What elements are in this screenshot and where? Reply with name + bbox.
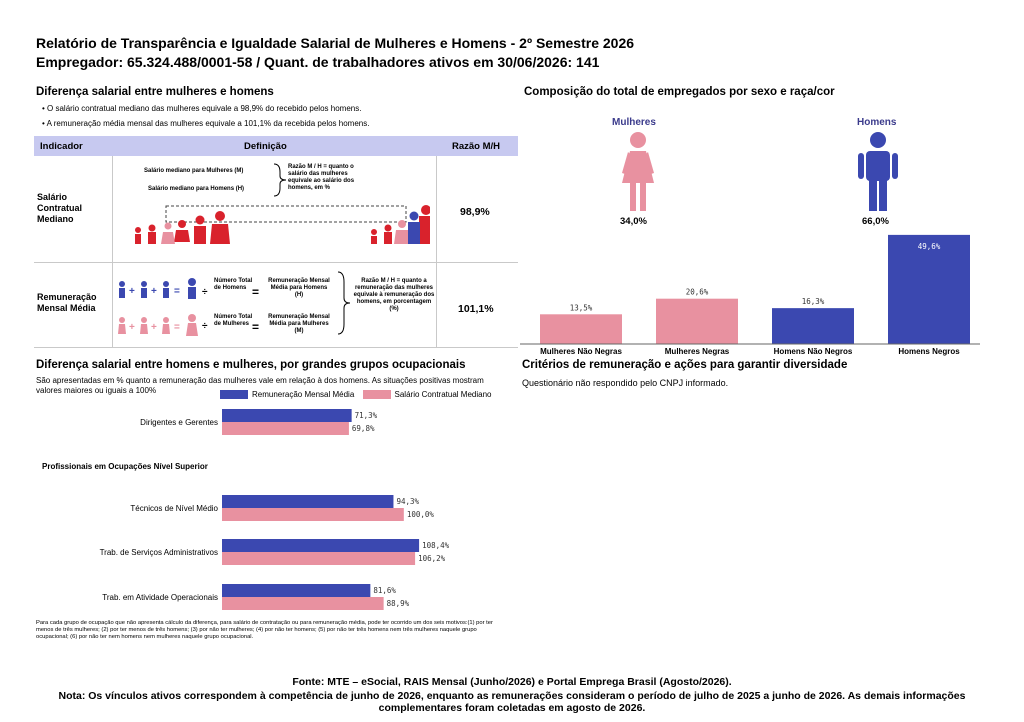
groups-description: São apresentadas em % quanto a remuneraç… xyxy=(36,376,484,395)
svg-text:=: = xyxy=(174,286,180,297)
svg-text:+: + xyxy=(129,286,135,297)
group-value-label: 71,3% xyxy=(355,411,378,420)
men-pct: 66,0% xyxy=(862,216,889,227)
employer-info: Empregador: 65.324.488/0001-58 / Quant. … xyxy=(36,54,600,70)
eq-sign-h: = xyxy=(252,285,260,299)
group-value-label: 100,0% xyxy=(407,510,435,519)
comp-value-label: 20,6% xyxy=(686,288,709,297)
group-value-label: 106,2% xyxy=(418,554,446,563)
def-salario-note: Razão M / H = quanto o salário das mulhe… xyxy=(288,164,355,191)
group-value-label: 88,9% xyxy=(387,599,410,608)
def-salario-h: Salário mediano para Homens (H) xyxy=(148,186,245,192)
indicator-table: Indicador Definição Razão M/H Salário Co… xyxy=(34,136,518,348)
group-bar xyxy=(222,495,394,508)
group-value-label: 81,6% xyxy=(373,586,396,595)
composition-chart: 13,5% Mulheres Não Negras 20,6% Mulheres Ne… xyxy=(520,234,980,356)
bullet-1: • O salário contratual mediano das mulhe… xyxy=(42,104,362,113)
def-salario-m: Salário mediano para Mulheres (M) xyxy=(144,168,244,174)
footer-source: Fonte: MTE – eSocial, RAIS Mensal (Junho… xyxy=(292,676,732,688)
man-icon xyxy=(858,132,898,211)
bullet-2: • A remuneração média mensal das mulhere… xyxy=(42,119,370,128)
comp-category-label: Mulheres Negras xyxy=(665,347,730,356)
group-bar xyxy=(222,584,371,597)
col-definition: Definição xyxy=(244,141,287,152)
def-rem-h: Remuneração Mensal Média para Homens (H) xyxy=(268,278,330,298)
legend: Remuneração Mensal Média Salário Contrat… xyxy=(220,390,491,400)
footer-note: Nota: Os vínculos ativos correspondem à … xyxy=(58,690,966,714)
men-label: Homens xyxy=(857,117,897,128)
eq-sign-m: = xyxy=(252,320,260,334)
svg-text:=: = xyxy=(174,322,180,333)
def-total-m: Número Total de Mulheres xyxy=(214,314,253,327)
svg-text:+: + xyxy=(151,286,157,297)
criteria-title: Critérios de remuneração e ações para ga… xyxy=(522,359,848,371)
row-label-salario: Salário Contratual Mediano xyxy=(37,192,82,224)
group-value-label: 108,4% xyxy=(422,541,450,550)
women-pct: 34,0% xyxy=(620,216,647,227)
woman-icon xyxy=(622,132,654,211)
group-bar xyxy=(222,552,416,565)
comp-bar xyxy=(888,234,970,344)
legend-rem: Remuneração Mensal Média xyxy=(252,390,355,399)
comp-bar xyxy=(656,298,738,344)
group-value-label: 94,3% xyxy=(396,497,419,506)
ratio-salario: 98,9% xyxy=(460,206,490,218)
group-category-label: Dirigentes e Gerentes xyxy=(140,418,218,427)
svg-text:+: + xyxy=(151,322,157,333)
def-rem-note: Razão M / H = quanto a remuneração das m… xyxy=(353,278,435,312)
comp-bar xyxy=(772,308,854,344)
col-indicator: Indicador xyxy=(40,141,83,152)
report-title: Relatório de Transparência e Igualdade S… xyxy=(36,35,635,51)
div-sign-h: ÷ xyxy=(202,287,208,298)
legend-swatch-rem xyxy=(220,390,248,400)
col-ratio: Razão M/H xyxy=(452,141,501,152)
group-category-label: Técnicos de Nível Médio xyxy=(130,504,218,513)
row-label-remuneracao: Remuneração Mensal Média xyxy=(37,292,97,313)
comp-value-label: 13,5% xyxy=(570,303,593,312)
comp-value-label: 49,6% xyxy=(918,242,941,251)
group-bar xyxy=(222,508,404,521)
groups-chart: Dirigentes e Gerentes 71,3% 69,8% Técnicos … xyxy=(100,409,450,610)
legend-sal: Salário Contratual Mediano xyxy=(394,390,492,399)
ratio-remuneracao: 101,1% xyxy=(458,303,494,315)
group-bar xyxy=(222,409,352,422)
comp-category-label: Mulheres Não Negras xyxy=(540,347,622,356)
def-rem-m: Remuneração Mensal Média para Mulheres (… xyxy=(268,314,330,334)
comp-value-label: 16,3% xyxy=(802,297,825,306)
comp-category-label: Homens Negros xyxy=(898,347,960,356)
group-value-label: 69,8% xyxy=(352,424,375,433)
comp-category-label: Homens Não Negros xyxy=(774,347,853,356)
group-bar xyxy=(222,597,384,610)
sum-people-icon: + + = + + = xyxy=(118,278,198,336)
group-bar xyxy=(222,422,349,435)
empty-group-label: Profissionais em Ocupações Nível Superio… xyxy=(42,462,208,471)
group-category-label: Trab. em Atividade Operacionais xyxy=(102,593,218,602)
people-icon xyxy=(135,205,430,244)
women-label: Mulheres xyxy=(612,117,656,128)
brace-icon xyxy=(273,163,287,197)
composition-title: Composição do total de empregados por se… xyxy=(524,86,835,98)
legend-swatch-sal xyxy=(362,390,391,400)
groups-title: Diferença salarial entre homens e mulher… xyxy=(36,359,466,371)
comp-bar xyxy=(540,314,622,344)
def-total-h: Número Total de Homens xyxy=(214,278,253,291)
group-bar xyxy=(222,539,420,552)
groups-note: Para cada grupo de ocupação que não apre… xyxy=(36,620,493,640)
svg-text:+: + xyxy=(129,322,135,333)
div-sign-m: ÷ xyxy=(202,321,208,332)
brace-2-icon xyxy=(337,271,351,335)
bullet-2-text: A remuneração média mensal das mulheres … xyxy=(46,119,370,128)
criteria-text: Questionário não respondido pelo CNPJ in… xyxy=(522,378,729,388)
bullet-1-text: O salário contratual mediano das mulhere… xyxy=(47,104,362,113)
group-category-label: Trab. de Serviços Administrativos xyxy=(100,548,218,557)
salary-diff-title: Diferença salarial entre mulheres e home… xyxy=(36,86,274,98)
